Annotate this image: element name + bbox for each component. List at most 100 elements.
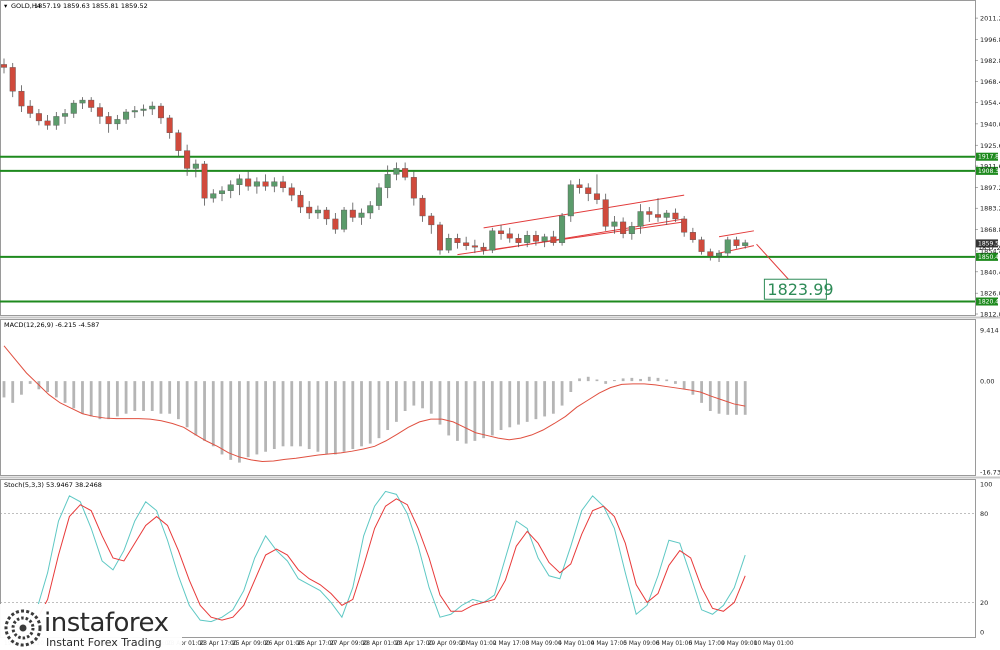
time-tick-label: 25 Apr 09:00 <box>232 641 270 647</box>
time-tick-label: 9 May 09:00 <box>721 641 757 647</box>
macd-bar <box>438 381 442 425</box>
macd-bar <box>20 381 23 395</box>
candle-body <box>628 226 635 234</box>
price-tick-label: 1911.60 <box>980 163 1000 171</box>
macd-bar <box>246 381 250 458</box>
candle-body <box>698 239 705 252</box>
time-tick-label: 23 Apr 17:00 <box>200 641 238 647</box>
candle-body <box>79 99 86 104</box>
macd-bar <box>447 381 451 436</box>
macd-bar <box>412 381 416 406</box>
macd-bar <box>490 381 494 436</box>
stoch-tick-label: 0 <box>980 629 984 637</box>
watermark-sub: Instant Forex Trading <box>46 636 162 649</box>
macd-bar <box>333 381 337 455</box>
candle-body <box>681 218 688 233</box>
macd-bar <box>639 378 642 382</box>
price-tick-label: 1812.00 <box>980 311 1000 319</box>
candle-body <box>689 232 696 240</box>
macd-bar <box>456 381 459 441</box>
macd-bar <box>159 381 163 414</box>
macd-bar <box>429 381 433 414</box>
candle-body <box>515 238 522 243</box>
candle-body <box>236 178 243 185</box>
price-tick-label: 1897.20 <box>980 184 1000 192</box>
macd-bar <box>691 381 695 395</box>
macd-bar <box>482 381 485 439</box>
macd-bar <box>395 381 398 422</box>
candle-body <box>402 168 409 178</box>
candle-body <box>716 252 723 257</box>
level-price-tag <box>976 166 998 175</box>
macd-bar <box>185 381 189 428</box>
candle-body <box>541 236 548 242</box>
candle-body <box>157 105 164 119</box>
candle-body <box>218 190 225 194</box>
macd-bar <box>290 381 294 447</box>
current-price-tag <box>976 239 998 248</box>
macd-signal-line <box>3 345 746 463</box>
macd-bar <box>621 378 625 382</box>
candle-body <box>88 99 95 108</box>
candle-body <box>393 168 400 175</box>
level-price-tag <box>976 152 998 161</box>
macd-bar <box>264 381 267 452</box>
price-tick-label: 1982.80 <box>980 57 1000 65</box>
level-price-tag <box>976 297 998 306</box>
candle-body <box>341 209 348 230</box>
macd-bar <box>168 381 172 414</box>
candle-body <box>524 235 531 243</box>
candle-body <box>489 230 496 251</box>
candle-body <box>358 212 365 218</box>
stoch-k-line <box>3 490 746 630</box>
macd-bar <box>499 381 503 431</box>
watermark-word: instaforex <box>44 608 169 638</box>
macd-tick-label: -16.731 <box>980 469 1000 477</box>
macd-bar <box>115 381 119 417</box>
macd-bar <box>569 381 573 392</box>
menu-triangle-icon[interactable]: ▾ <box>4 2 8 10</box>
macd-bar <box>325 381 329 455</box>
candle-body <box>506 233 513 239</box>
candle-body <box>175 132 182 151</box>
macd-bar <box>534 381 538 420</box>
time-tick-label: 28 Apr 17:00 <box>395 641 433 647</box>
macd-tick-label: 9.414 <box>980 327 999 335</box>
macd-bar <box>107 381 111 420</box>
time-tick-label: 29 Apr 09:00 <box>428 641 466 647</box>
trend-channel-line <box>718 230 755 238</box>
price-tick-label: 1954.40 <box>980 99 1000 107</box>
macd-bar <box>674 381 677 384</box>
macd-title: MACD(12,26,9) -6.215 -4.587 <box>4 321 99 329</box>
stoch-title: Stoch(5,3,3) 53.9467 38.2468 <box>4 481 102 489</box>
price-tick-label: 1868.80 <box>980 226 1000 234</box>
candle-body <box>332 218 339 230</box>
time-tick-label: 2 May 17:00 <box>493 641 529 647</box>
candle-body <box>480 246 487 251</box>
candle-body <box>62 113 69 117</box>
macd-bar <box>543 381 547 417</box>
candle-body <box>655 214 662 218</box>
candle-body <box>262 181 269 187</box>
candle-body <box>384 174 391 188</box>
axis-layer: 1917.88 1908.35 1850.45 1820.40 1859.521857.… <box>4 15 1000 647</box>
candle-body <box>707 251 714 257</box>
time-tick-label: 26 Apr 01:00 <box>265 641 303 647</box>
candle-body <box>663 212 670 218</box>
macd-bar <box>595 379 599 382</box>
macd-bar <box>2 381 6 398</box>
macd-bar <box>551 381 555 414</box>
candle-body <box>227 184 234 191</box>
price-tick-label: 1940.00 <box>980 120 1000 128</box>
macd-bar <box>604 381 608 384</box>
price-tick-label: 1883.20 <box>980 205 1000 213</box>
candle-body <box>18 90 25 107</box>
macd-bar <box>368 381 372 444</box>
macd-bar <box>72 381 76 409</box>
candle-body <box>280 181 287 188</box>
candle-body <box>672 212 679 220</box>
macd-bar <box>403 381 407 412</box>
candle-body <box>742 242 749 246</box>
macd-panel <box>0 319 976 476</box>
candle-body <box>288 187 295 196</box>
